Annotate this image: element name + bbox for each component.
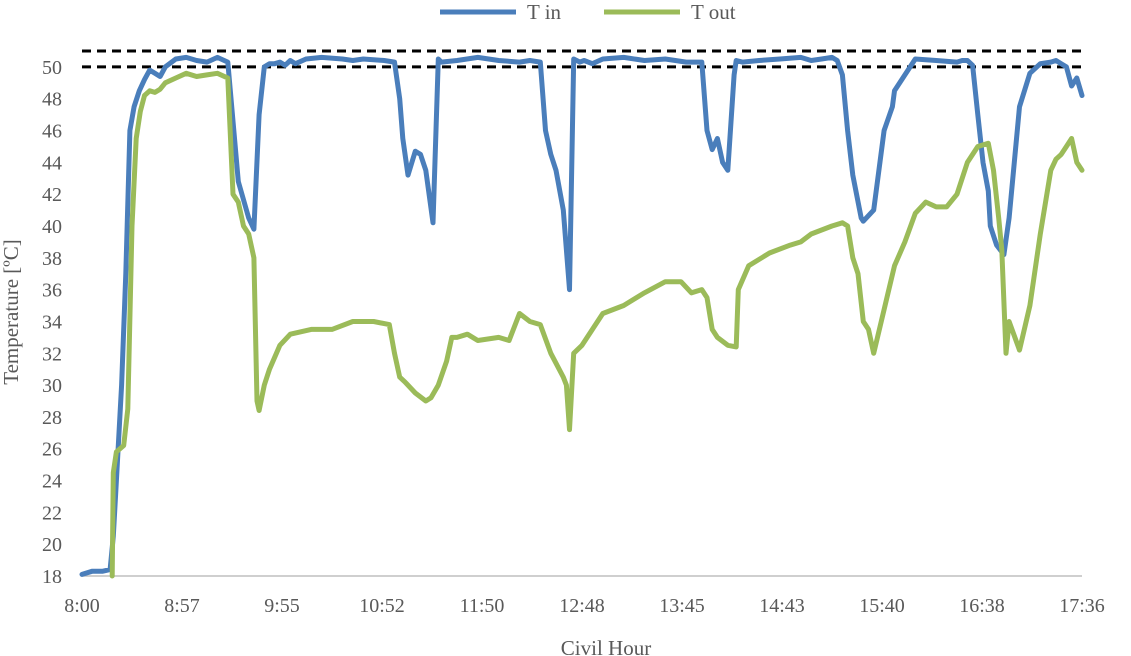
y-tick-label: 30 bbox=[42, 375, 62, 397]
y-axis-label: Temperature [ºC] bbox=[0, 239, 23, 385]
legend: T in T out bbox=[440, 0, 736, 24]
y-tick-label: 22 bbox=[42, 502, 62, 524]
x-axis-tick-labels: 8:00 8:57 9:55 10:52 11:50 12:48 13:45 14:43 15:… bbox=[64, 595, 1105, 617]
x-tick-label: 15:40 bbox=[859, 595, 905, 617]
x-tick-label: 8:57 bbox=[164, 595, 200, 617]
y-tick-label: 48 bbox=[42, 89, 62, 111]
x-tick-label: 9:55 bbox=[264, 595, 300, 617]
legend-label: T in bbox=[527, 0, 562, 24]
y-axis-tick-labels: 18 20 22 24 26 28 30 32 34 36 38 40 42 44 46 48 50 bbox=[42, 57, 62, 588]
legend-label: T out bbox=[691, 0, 736, 24]
y-tick-label: 42 bbox=[42, 184, 62, 206]
x-tick-label: 8:00 bbox=[64, 595, 100, 617]
y-tick-label: 24 bbox=[42, 471, 62, 493]
x-axis-label: Civil Hour bbox=[561, 636, 651, 656]
y-tick-label: 32 bbox=[42, 343, 62, 365]
x-tick-label: 13:45 bbox=[659, 595, 705, 617]
y-tick-label: 28 bbox=[42, 407, 62, 429]
series-line-t-in bbox=[79, 54, 1085, 577]
y-tick-label: 36 bbox=[42, 280, 62, 302]
x-tick-label: 17:36 bbox=[1059, 595, 1105, 617]
y-tick-label: 18 bbox=[42, 566, 62, 588]
y-tick-label: 26 bbox=[42, 439, 62, 461]
y-tick-label: 34 bbox=[42, 311, 62, 333]
x-tick-label: 12:48 bbox=[559, 595, 605, 617]
series-lines bbox=[79, 54, 1085, 579]
y-tick-label: 40 bbox=[42, 216, 62, 238]
x-tick-label: 10:52 bbox=[359, 595, 405, 617]
y-tick-label: 50 bbox=[42, 57, 62, 79]
x-tick-label: 14:43 bbox=[759, 595, 805, 617]
y-tick-label: 38 bbox=[42, 248, 62, 270]
x-tick-label: 11:50 bbox=[460, 595, 505, 617]
x-tick-label: 16:38 bbox=[959, 595, 1005, 617]
y-tick-label: 44 bbox=[42, 152, 62, 174]
reference-lines bbox=[82, 49, 1082, 69]
y-tick-label: 20 bbox=[42, 534, 62, 556]
y-tick-label: 46 bbox=[42, 121, 62, 143]
series-line-t-out bbox=[109, 70, 1085, 579]
